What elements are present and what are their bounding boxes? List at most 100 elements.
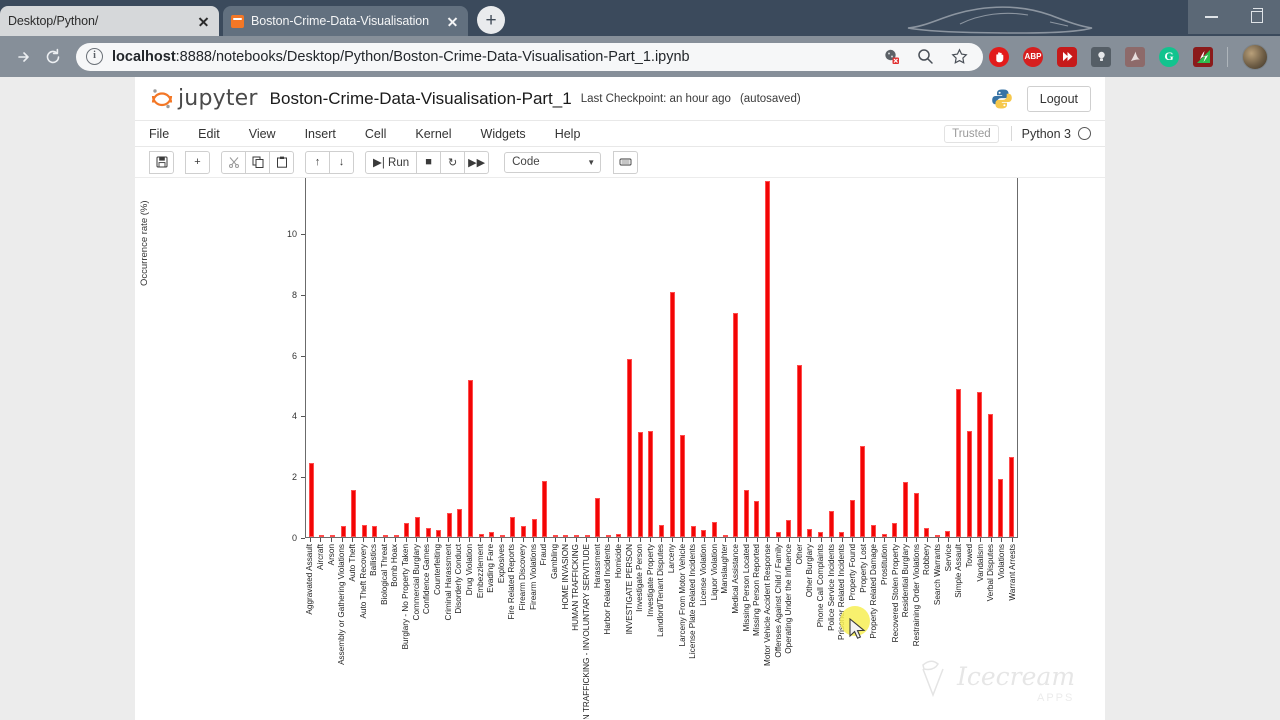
x-label-slot: Firearm Violations bbox=[528, 544, 539, 714]
menu-item-cell[interactable]: Cell bbox=[364, 126, 387, 141]
zoom-out-icon[interactable] bbox=[915, 47, 935, 67]
page-area: jupyter Boston-Crime-Data-Visualisation-… bbox=[0, 77, 1280, 720]
bar-cell bbox=[412, 178, 423, 537]
menu-item-view[interactable]: View bbox=[248, 126, 276, 141]
x-tick-label: Investigate Property bbox=[645, 544, 655, 617]
new-tab-button[interactable]: + bbox=[477, 6, 505, 34]
x-label-slot: Fraud bbox=[539, 544, 550, 714]
insert-cell-button[interactable]: + bbox=[185, 150, 210, 174]
y-tick-mark bbox=[301, 477, 305, 479]
close-icon[interactable] bbox=[195, 13, 211, 29]
x-tick-label: Bomb Hoax bbox=[390, 544, 400, 587]
paste-button[interactable] bbox=[269, 150, 294, 174]
menu-item-widgets[interactable]: Widgets bbox=[480, 126, 526, 141]
bar bbox=[383, 535, 389, 537]
tab-strip: Desktop/Python/ Boston-Crime-Data-Visual… bbox=[0, 0, 1280, 36]
jupyter-logo[interactable]: jupyter bbox=[149, 86, 258, 112]
back-arrow-icon[interactable] bbox=[8, 42, 38, 72]
cookie-blocker-icon[interactable] bbox=[881, 47, 901, 67]
x-tick-label: Restraining Order Violations bbox=[911, 544, 921, 647]
x-label-slot: Investigate Property bbox=[646, 544, 657, 714]
x-label-slot: Biological Threat bbox=[379, 544, 390, 714]
address-bar[interactable]: i localhost:8888/notebooks/Desktop/Pytho… bbox=[76, 42, 983, 71]
bar-cell bbox=[890, 178, 901, 537]
menu-item-help[interactable]: Help bbox=[554, 126, 581, 141]
adobe-acrobat-icon[interactable] bbox=[1125, 46, 1145, 67]
bar bbox=[361, 525, 367, 537]
move-cell-down-button[interactable]: ↓ bbox=[329, 150, 354, 174]
bar-cell bbox=[433, 178, 444, 537]
x-label-slot: Missing Person Reported bbox=[752, 544, 763, 714]
bar bbox=[542, 480, 548, 537]
bar-cell bbox=[656, 178, 667, 537]
bar-cell bbox=[773, 178, 784, 537]
x-tick-mark bbox=[997, 538, 1008, 542]
x-tick-label: Residential Burglary bbox=[901, 544, 911, 618]
move-cell-up-button[interactable]: ↑ bbox=[305, 150, 330, 174]
bar bbox=[701, 530, 707, 537]
adblock-plus-icon[interactable]: ABP bbox=[1023, 46, 1043, 67]
interrupt-kernel-button[interactable]: ■ bbox=[416, 150, 442, 174]
menu-item-file[interactable]: File bbox=[149, 126, 170, 141]
cell-toolbar: + ↑ ↓ ▶| Ru bbox=[135, 147, 1105, 178]
browser-tab-1[interactable]: Desktop/Python/ bbox=[0, 6, 219, 36]
grammarly-icon[interactable]: G bbox=[1159, 46, 1179, 67]
bar-cell bbox=[805, 178, 816, 537]
x-tick-label: Criminal Harassment bbox=[443, 544, 453, 621]
x-label-slot: HUMAN TRAFFICKING bbox=[571, 544, 582, 714]
kernel-name-label[interactable]: Python 3 bbox=[1021, 126, 1071, 141]
url-host: localhost bbox=[112, 48, 176, 65]
x-tick-mark bbox=[901, 538, 912, 542]
bar-cell bbox=[688, 178, 699, 537]
reload-icon[interactable] bbox=[38, 42, 68, 72]
bar-cell bbox=[720, 178, 731, 537]
restart-kernel-button[interactable]: ↻ bbox=[440, 150, 466, 174]
close-icon[interactable] bbox=[444, 13, 460, 29]
restart-and-run-all-button[interactable]: ▶▶ bbox=[464, 150, 490, 174]
copy-button[interactable] bbox=[245, 150, 270, 174]
bar-cell bbox=[486, 178, 497, 537]
logout-button[interactable]: Logout bbox=[1026, 85, 1091, 112]
restore-button[interactable] bbox=[1234, 0, 1280, 34]
lightbulb-icon[interactable] bbox=[1091, 46, 1111, 67]
x-tick-label: Property Related Damage bbox=[869, 544, 879, 639]
run-button[interactable]: ▶| Run bbox=[365, 150, 418, 174]
x-tick-label: Service bbox=[943, 544, 953, 572]
adblock-hand-icon[interactable] bbox=[989, 46, 1009, 67]
x-label-slot: Search Warrants bbox=[933, 544, 944, 714]
x-tick-mark bbox=[603, 538, 614, 542]
bar-cell bbox=[985, 178, 996, 537]
x-tick-label: Counterfeiting bbox=[432, 544, 442, 595]
x-tick-label: Other Burglary bbox=[805, 544, 815, 598]
menu-item-edit[interactable]: Edit bbox=[198, 126, 220, 141]
x-tick-mark bbox=[411, 538, 422, 542]
browser-tab-2[interactable]: Boston-Crime-Data-Visualisation bbox=[223, 6, 468, 36]
menu-item-insert[interactable]: Insert bbox=[304, 126, 336, 141]
command-palette-button[interactable] bbox=[613, 150, 639, 174]
cut-button[interactable] bbox=[221, 150, 246, 174]
bar-cell bbox=[327, 178, 338, 537]
minimize-button[interactable] bbox=[1188, 0, 1234, 34]
save-button[interactable] bbox=[149, 150, 174, 174]
bar-cell bbox=[476, 178, 487, 537]
x-tick-mark bbox=[592, 538, 603, 542]
bar bbox=[945, 530, 951, 537]
bar-cell bbox=[730, 178, 741, 537]
flash-icon[interactable] bbox=[1193, 46, 1213, 67]
profile-avatar[interactable] bbox=[1242, 43, 1268, 70]
bookmark-star-icon[interactable] bbox=[949, 47, 969, 67]
video-downloader-icon[interactable] bbox=[1057, 46, 1077, 67]
x-tick-mark bbox=[720, 538, 731, 542]
x-tick-mark bbox=[826, 538, 837, 542]
x-tick-mark bbox=[848, 538, 859, 542]
notebook-title[interactable]: Boston-Crime-Data-Visualisation-Part_1 bbox=[269, 88, 572, 108]
bar bbox=[711, 521, 717, 537]
cell-type-select[interactable]: Code ▼ bbox=[504, 151, 602, 173]
x-tick-label: Investigate Person bbox=[635, 544, 645, 612]
site-info-icon[interactable]: i bbox=[86, 48, 103, 65]
bar bbox=[828, 511, 834, 537]
x-tick-label: Landlord/Tenant Disputes bbox=[656, 544, 666, 637]
menu-item-kernel[interactable]: Kernel bbox=[415, 126, 452, 141]
kernel-idle-icon bbox=[1078, 127, 1091, 140]
